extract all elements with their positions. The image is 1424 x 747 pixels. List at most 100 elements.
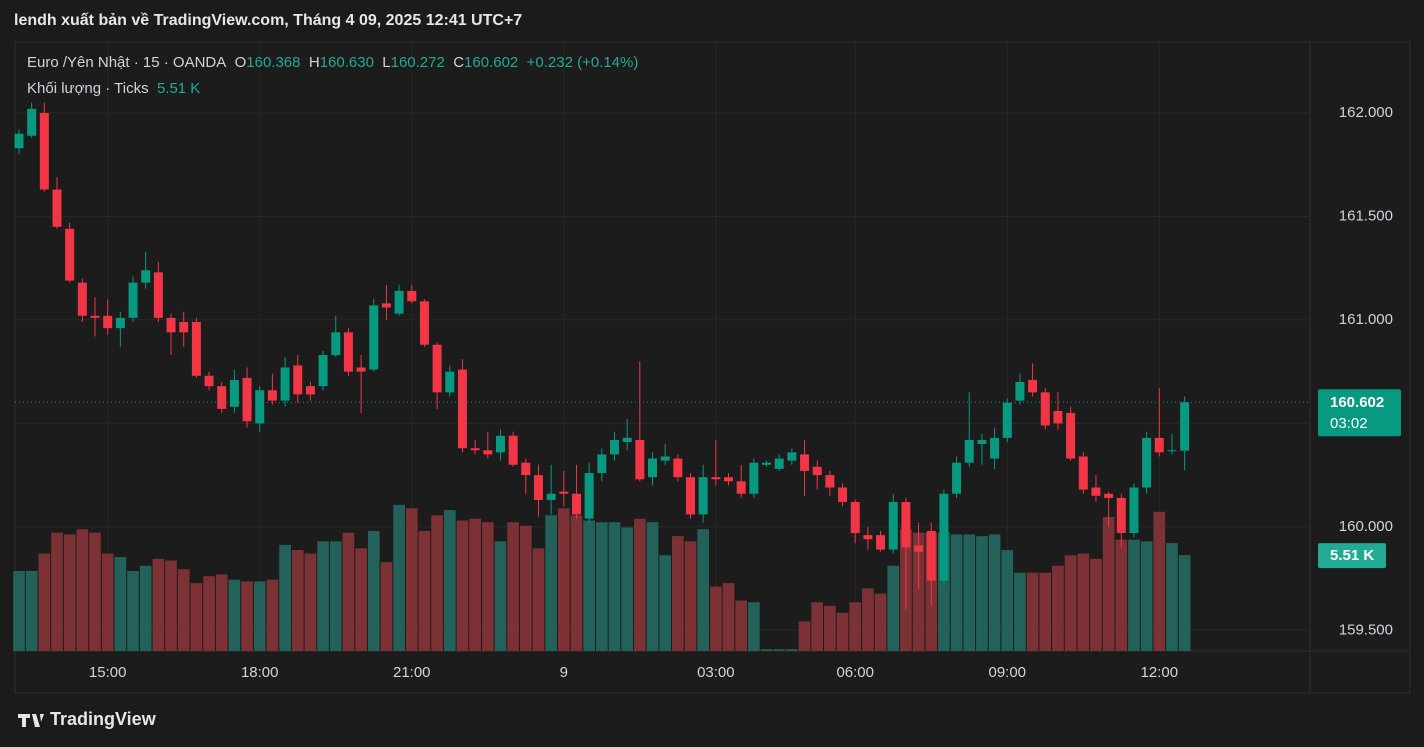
volume-bar xyxy=(165,560,177,651)
volume-bar xyxy=(418,530,431,651)
candle-body xyxy=(166,317,176,333)
volume-bar xyxy=(342,532,355,651)
volume-bar xyxy=(1166,543,1178,651)
volume-bar xyxy=(1052,565,1064,651)
volume-bar xyxy=(443,510,456,651)
logo xyxy=(18,714,44,727)
volume-bar xyxy=(329,541,342,651)
candle-body xyxy=(255,390,265,424)
candle-body xyxy=(77,282,87,316)
candle-body xyxy=(762,462,772,465)
volume-value-box xyxy=(1318,543,1386,569)
candle-body xyxy=(103,315,113,329)
y-tick-label: 160.000 xyxy=(1339,518,1393,535)
x-tick-label: 12:00 xyxy=(1141,664,1179,681)
candle-body xyxy=(331,332,341,356)
volume-bar xyxy=(241,581,253,651)
volume-bars xyxy=(13,504,1191,651)
candle-body xyxy=(179,321,189,333)
volume-bar xyxy=(114,557,127,651)
publish-info: lendh xuất bản về TradingView.com, Tháng… xyxy=(14,12,523,29)
volume-bar xyxy=(1178,555,1191,651)
volume-bar xyxy=(1090,558,1102,651)
volume-bar xyxy=(570,515,583,651)
volume-bar xyxy=(38,553,51,651)
candle-body xyxy=(648,458,657,478)
x-tick-label: 9 xyxy=(560,664,568,681)
candle-body xyxy=(774,458,784,469)
volume-bar xyxy=(228,579,241,651)
volume-bar xyxy=(748,602,760,651)
symbol: Euro /Yên Nhật · 15 · OANDA xyxy=(27,54,227,71)
volume-title: Khối lượng · Ticks xyxy=(27,80,149,97)
candle-body xyxy=(1129,487,1139,534)
volume-bar xyxy=(595,522,608,651)
volume-bar xyxy=(621,527,633,651)
candle-body xyxy=(838,487,848,503)
volume-bar xyxy=(874,593,887,651)
candle-body xyxy=(1066,413,1076,459)
candle-body xyxy=(369,305,379,370)
volume-bar xyxy=(963,534,976,651)
x-tick-label: 18:00 xyxy=(241,664,279,681)
candle-body xyxy=(293,365,303,395)
candle-body xyxy=(1078,456,1088,490)
volume-bar xyxy=(836,612,849,651)
volume-bar xyxy=(659,555,672,651)
candle-body xyxy=(204,375,214,387)
candle-body xyxy=(584,473,594,519)
volume-bar xyxy=(279,544,291,651)
legend-value: 160.272 xyxy=(390,54,445,71)
volume-bar xyxy=(215,574,228,651)
volume-bar xyxy=(722,583,735,651)
volume-bar xyxy=(1128,539,1140,651)
candle-body xyxy=(952,462,962,494)
candle-body xyxy=(571,493,581,515)
legend-label: O xyxy=(234,54,247,71)
volume-bar xyxy=(507,522,519,651)
candle-body xyxy=(533,475,543,500)
volume-bar xyxy=(190,583,203,651)
candle-body xyxy=(305,386,315,395)
candle-body xyxy=(318,355,328,387)
candle-body xyxy=(825,475,835,488)
volume-bar xyxy=(545,515,557,651)
candle-body xyxy=(457,369,467,449)
candle-body xyxy=(686,477,696,515)
candle-body xyxy=(546,493,556,500)
volume-bar xyxy=(557,508,570,651)
volume-bar xyxy=(63,534,76,651)
candle-body xyxy=(673,458,683,478)
volume-bar xyxy=(811,602,824,651)
volume-bar xyxy=(139,565,152,651)
candle-body xyxy=(1154,437,1164,453)
candle-body xyxy=(229,379,239,407)
volume-bar xyxy=(25,570,38,651)
candle-body xyxy=(609,439,619,455)
volume-bar xyxy=(405,508,418,651)
legend-value: 160.602 xyxy=(464,54,519,71)
volume-bar xyxy=(1014,572,1026,651)
candle-body xyxy=(65,228,75,281)
candle-body xyxy=(141,270,151,283)
volume-bar xyxy=(152,558,165,651)
candle-body xyxy=(521,462,531,476)
volume-bar xyxy=(532,548,545,651)
volume-bar xyxy=(1102,517,1115,651)
volume-bar xyxy=(355,548,367,651)
legend-label: C xyxy=(453,54,465,71)
volume-bar xyxy=(494,541,507,651)
legend-value: 160.368 xyxy=(246,54,301,71)
volume-bar xyxy=(469,518,481,651)
x-tick-label: 15:00 xyxy=(89,664,127,681)
brand: TradingView xyxy=(50,709,156,729)
candle-body xyxy=(39,112,49,190)
legend-value: 160.630 xyxy=(319,54,374,71)
candle-body xyxy=(432,344,442,393)
candle-body xyxy=(217,386,227,409)
volume-bar xyxy=(1115,539,1128,651)
candle-body xyxy=(1091,487,1101,496)
x-tick-label: 21:00 xyxy=(393,664,431,681)
volume-bar xyxy=(633,518,646,651)
